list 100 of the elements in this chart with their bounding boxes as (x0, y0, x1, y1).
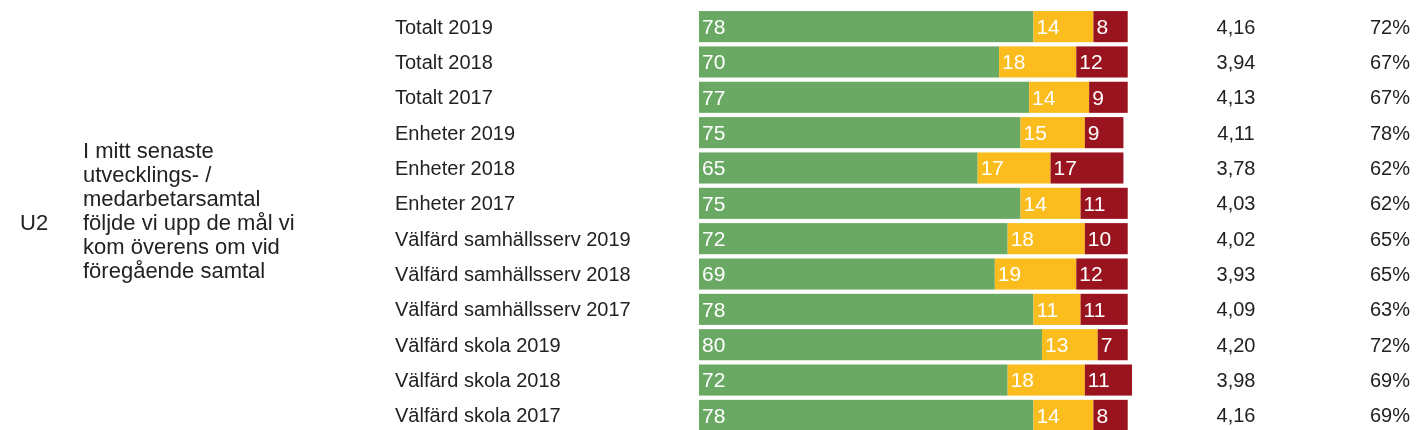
bar (699, 329, 1042, 361)
data-label: 14 (1036, 403, 1061, 427)
bar (1007, 223, 1085, 255)
y-tick-label: Välfärd skola 2018 (395, 369, 561, 392)
data-label: 72 (702, 227, 726, 251)
bar (1050, 152, 1124, 184)
y-tick-label: Välfärd samhällsserv 2018 (395, 263, 631, 286)
text: 3,98 (1216, 369, 1256, 392)
bar (1020, 117, 1085, 149)
y-tick-label: Välfärd skola 2017 (395, 404, 561, 427)
text: 67% (1369, 86, 1411, 109)
data-label: 69 (702, 262, 726, 286)
bar (1080, 187, 1128, 219)
bar (977, 152, 1051, 184)
text: 62% (1369, 192, 1411, 215)
y-tick-label: Enheter 2018 (395, 156, 516, 179)
text: I mitt senaste utvecklings- / medarbetarsamtal följde vi upp de mål vi kom överens om vid föregående samtal (83, 138, 295, 283)
bar (699, 187, 1021, 219)
text: 65% (1369, 227, 1411, 250)
bar (1029, 81, 1090, 113)
data-label: 78 (702, 297, 726, 321)
data-label: 17 (980, 156, 1005, 180)
text: 67% (1369, 50, 1411, 73)
bar (1076, 46, 1128, 78)
data-label: 78 (702, 403, 726, 427)
y-tick-label: Enheter 2017 (395, 192, 516, 215)
data-label: 80 (702, 333, 726, 357)
data-label: 12 (1079, 50, 1103, 74)
y-tick-label: Enheter 2019 (395, 121, 516, 144)
bar (699, 223, 1008, 255)
text: 4,11 (1217, 121, 1255, 144)
bar (1076, 258, 1128, 290)
text: 3,93 (1216, 263, 1256, 286)
y-tick-label: Välfärd samhällsserv 2017 (395, 298, 631, 321)
text: 4,03 (1216, 192, 1256, 215)
bar (994, 258, 1077, 290)
bar (1089, 81, 1128, 113)
text: 62% (1369, 156, 1411, 179)
data-label: 8 (1096, 403, 1109, 427)
data-label: 10 (1087, 227, 1112, 251)
text: 4,16 (1216, 15, 1256, 38)
y-tick-label: Totalt 2019 (395, 15, 493, 38)
text: 3,94 (1216, 50, 1256, 73)
data-label: 70 (702, 50, 726, 74)
bar (699, 152, 978, 184)
text: 69% (1369, 369, 1411, 392)
text: 63% (1369, 298, 1411, 321)
bar (699, 81, 1030, 113)
y-tick-label: Välfärd samhällsserv 2019 (395, 227, 631, 250)
bar (1033, 293, 1081, 325)
bar (1033, 399, 1094, 430)
text: 4,13 (1216, 86, 1256, 109)
text: 72% (1369, 333, 1411, 356)
data-label: 14 (1032, 85, 1056, 109)
bar (1097, 329, 1128, 361)
bar (1080, 293, 1128, 325)
data-label: 11 (1083, 191, 1106, 215)
data-label: 11 (1083, 297, 1106, 321)
data-label: 11 (1036, 297, 1059, 321)
bar (699, 364, 1008, 396)
text: 4,16 (1216, 404, 1256, 427)
data-label: 8 (1096, 14, 1109, 38)
data-label: 9 (1092, 85, 1104, 109)
data-label: 75 (702, 120, 726, 144)
bar (1093, 399, 1128, 430)
data-label: 18 (1010, 368, 1035, 392)
data-label: 65 (702, 156, 726, 180)
y-tick-label: Totalt 2018 (395, 50, 493, 73)
bar (699, 46, 1000, 78)
data-label: 75 (702, 191, 726, 215)
text: 4,02 (1216, 227, 1256, 250)
text: 69% (1369, 404, 1411, 427)
text: 65% (1369, 263, 1411, 286)
bar (999, 46, 1077, 78)
bar (1084, 117, 1124, 149)
bar (699, 11, 1034, 43)
bar (699, 117, 1021, 149)
data-label: 7 (1100, 333, 1113, 357)
bar (1020, 187, 1081, 219)
y-tick-label: Totalt 2017 (395, 86, 493, 109)
data-label: 12 (1079, 262, 1103, 286)
y-tick-label: Välfärd skola 2019 (395, 333, 561, 356)
data-label: 14 (1023, 191, 1048, 215)
data-label: 15 (1023, 120, 1047, 144)
bar (1041, 329, 1098, 361)
bar (699, 258, 995, 290)
data-label: 72 (702, 368, 726, 392)
text: U2 (20, 210, 49, 235)
bar (699, 293, 1034, 325)
data-label: 13 (1044, 333, 1069, 357)
bar (1093, 11, 1128, 43)
bar (1007, 364, 1085, 396)
text: 4,09 (1216, 298, 1256, 321)
bar (1033, 11, 1094, 43)
data-label: 17 (1053, 156, 1077, 180)
data-label: 11 (1087, 368, 1110, 392)
text: 72% (1369, 15, 1411, 38)
data-label: 14 (1036, 14, 1061, 38)
data-label: 18 (1002, 50, 1026, 74)
data-label: 9 (1087, 120, 1100, 144)
